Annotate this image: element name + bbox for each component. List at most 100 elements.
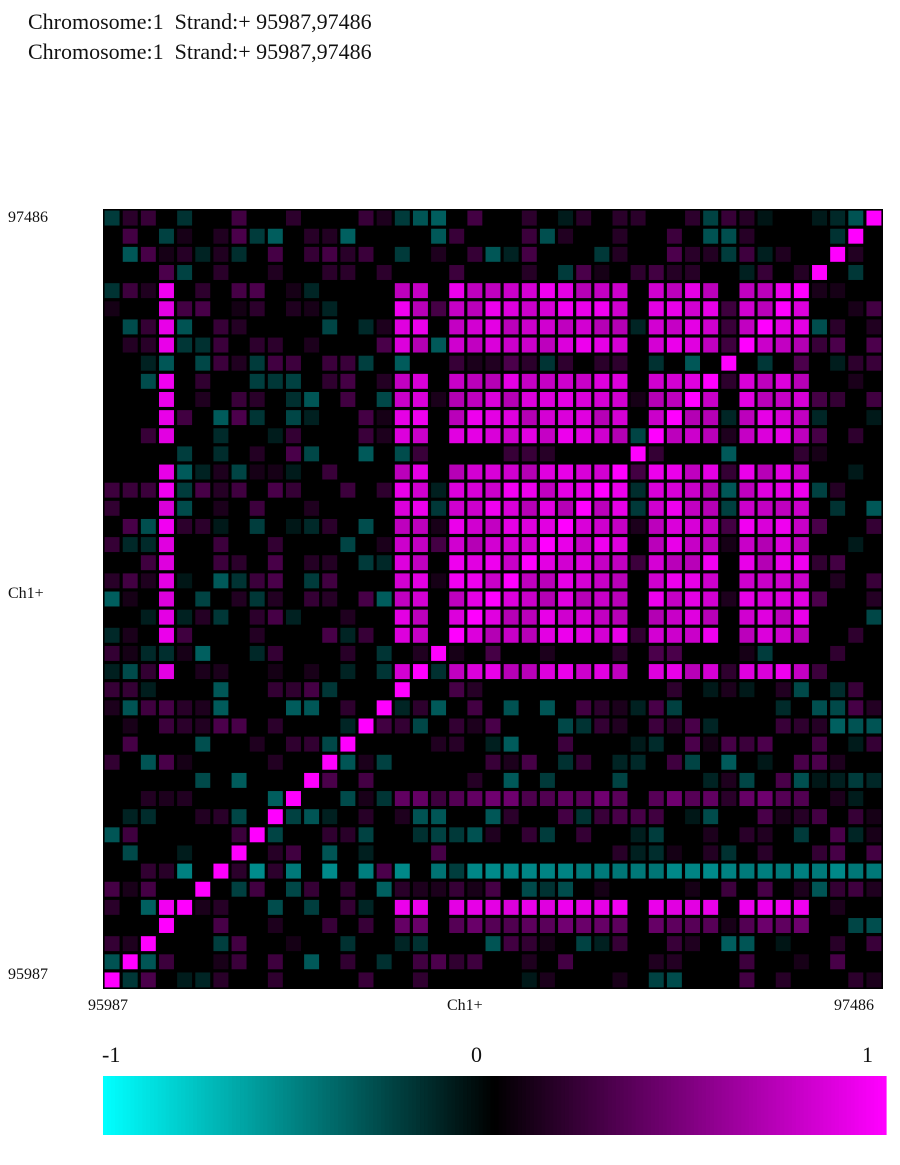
colorbar-step (373, 1076, 378, 1135)
heatmap-cell (140, 809, 156, 825)
heatmap-cell (249, 591, 265, 607)
heatmap-cell (503, 410, 519, 426)
colorbar-step (561, 1076, 566, 1135)
heatmap-cell (757, 827, 773, 843)
heatmap-cell (412, 210, 428, 226)
heatmap-cell (394, 591, 410, 607)
heatmap-cell (521, 936, 537, 952)
heatmap-cell (757, 301, 773, 317)
heatmap-cell (195, 609, 211, 625)
colorbar-step (240, 1076, 245, 1135)
heatmap-cell (703, 210, 719, 226)
colorbar-step (600, 1076, 605, 1135)
heatmap-cell (159, 373, 174, 389)
heatmap-cell (721, 936, 737, 952)
heatmap-cell (122, 682, 138, 698)
heatmap-cell (394, 555, 410, 571)
heatmap-cell (739, 337, 755, 353)
heatmap-cell (793, 918, 809, 933)
heatmap-cell (757, 210, 773, 226)
heatmap-cell (612, 972, 628, 988)
heatmap-cell (685, 664, 701, 680)
heatmap-cell (703, 664, 719, 680)
colorbar-step (259, 1076, 265, 1135)
heatmap-cell (739, 899, 755, 915)
heatmap-cell (793, 609, 809, 625)
heatmap-cell (775, 555, 791, 571)
heatmap-cell (866, 500, 882, 516)
colorbar-step (106, 1076, 112, 1135)
heatmap-cell (793, 446, 809, 462)
colorbar-step (525, 1076, 531, 1135)
colorbar-step (263, 1076, 269, 1135)
heatmap-cell (340, 791, 356, 807)
heatmap-cell (159, 319, 174, 335)
heatmap-cell (576, 918, 592, 933)
heatmap-cell (249, 464, 265, 480)
heatmap-cell (485, 609, 501, 625)
heatmap-cell (666, 392, 682, 407)
colorbar-label-min: -1 (102, 1042, 120, 1067)
heatmap-cell (340, 392, 356, 407)
heatmap-cell (558, 809, 574, 825)
heatmap-cell (866, 319, 882, 335)
colorbar-step (416, 1076, 421, 1135)
heatmap-cell (304, 392, 320, 407)
colorbar-step (776, 1076, 781, 1135)
heatmap-cell (703, 809, 719, 825)
heatmap-cell (412, 609, 428, 625)
heatmap-cell (503, 555, 519, 571)
heatmap-cell (539, 591, 555, 607)
heatmap-cell (177, 845, 193, 861)
colorbar-step (698, 1076, 703, 1135)
heatmap-cell (104, 700, 120, 716)
colorbar-step (126, 1076, 131, 1135)
heatmap-cell (431, 809, 447, 825)
heatmap-cell (358, 518, 374, 534)
heatmap-cell (449, 718, 465, 734)
heatmap-cell (576, 555, 592, 571)
heatmap-cell (431, 246, 447, 262)
heatmap-cell (304, 446, 320, 462)
heatmap-cell (376, 337, 392, 353)
heatmap-cell (412, 972, 428, 988)
heatmap-cell (703, 863, 719, 879)
heatmap-cell (521, 228, 537, 244)
heatmap-cell (558, 718, 574, 734)
heatmap-cell (122, 591, 138, 607)
heatmap-cell (539, 537, 555, 553)
heatmap-cell (612, 410, 628, 426)
heatmap-cell (539, 918, 555, 933)
heatmap-cell (630, 809, 646, 825)
heatmap-cell (666, 609, 682, 625)
heatmap-cell (267, 537, 283, 553)
heatmap-cell (812, 337, 827, 353)
heatmap-cell (685, 936, 701, 952)
heatmap-cell (376, 881, 392, 897)
heatmap-cell (449, 645, 465, 661)
heatmap-cell (394, 791, 410, 807)
heatmap-cell (848, 210, 864, 226)
heatmap-cell (322, 845, 338, 861)
heatmap-cell (267, 555, 283, 571)
heatmap-cell (485, 319, 501, 335)
heatmap-cell (267, 428, 283, 444)
colorbar-step (251, 1076, 257, 1135)
heatmap-cell (449, 791, 465, 807)
heatmap-cells (103, 209, 883, 989)
heatmap-cell (775, 627, 791, 643)
heatmap-cell (249, 881, 265, 897)
heatmap-cell (140, 246, 156, 262)
heatmap-cell (685, 537, 701, 553)
heatmap-cell (485, 410, 501, 426)
heatmap-cell (612, 283, 628, 299)
heatmap-cell (866, 392, 882, 407)
heatmap-cell (576, 482, 592, 498)
heatmap-cell (140, 482, 156, 498)
colorbar-step (533, 1076, 539, 1135)
heatmap-cell (467, 337, 483, 353)
heatmap-cell (830, 845, 846, 861)
heatmap-cell (485, 936, 501, 952)
heatmap-cell (485, 555, 501, 571)
heatmap-cell (213, 863, 229, 879)
